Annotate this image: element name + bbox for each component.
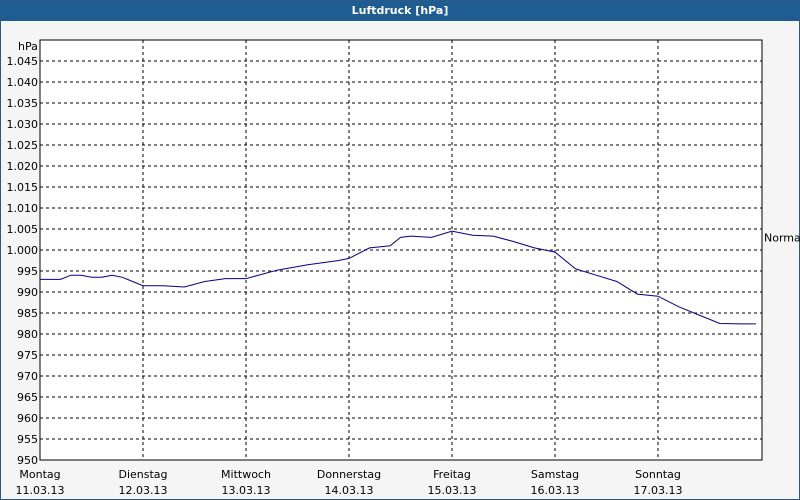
x-tick-date: 12.03.13 [119,484,168,497]
x-tick-date: 14.03.13 [325,484,374,497]
y-tick-label: 975 [17,349,38,362]
y-tick-label: 985 [17,307,38,320]
y-tick-label: 960 [17,412,38,425]
y-tick-label: 1.045 [7,55,39,68]
x-tick-day: Dienstag [118,468,167,481]
y-tick-label: 1.005 [7,223,39,236]
y-tick-label: 1.030 [7,118,39,131]
x-tick-day: Freitag [433,468,471,481]
y-tick-label: 950 [17,454,38,467]
y-tick-label: 1.040 [7,76,39,89]
y-tick-label: 970 [17,370,38,383]
chart-title: Luftdruck [hPa] [1,1,799,21]
y-axis-label: hPa [18,40,38,53]
y-tick-label: 995 [17,265,38,278]
series-line [40,230,756,325]
normal-reference-label: Normal [764,231,800,244]
x-tick-day: Mittwoch [221,468,271,481]
x-tick-date: 13.03.13 [222,484,271,497]
y-tick-label: 980 [17,328,38,341]
x-tick-day: Sonntag [635,468,681,481]
x-tick-date: 17.03.13 [634,484,683,497]
y-tick-label: 965 [17,391,38,404]
y-tick-label: 990 [17,286,38,299]
x-tick-date: 11.03.13 [16,484,65,497]
y-tick-label: 1.035 [7,97,39,110]
y-tick-label: 1.000 [7,244,39,257]
x-tick-day: Samstag [531,468,579,481]
y-tick-label: 955 [17,433,38,446]
y-tick-label: 1.010 [7,202,39,215]
x-tick-day: Montag [19,468,60,481]
y-tick-label: 1.025 [7,139,39,152]
x-tick-day: Donnerstag [317,468,381,481]
x-tick-date: 15.03.13 [428,484,477,497]
y-tick-label: 1.020 [7,160,39,173]
x-tick-date: 16.03.13 [531,484,580,497]
y-tick-label: 1.015 [7,181,39,194]
